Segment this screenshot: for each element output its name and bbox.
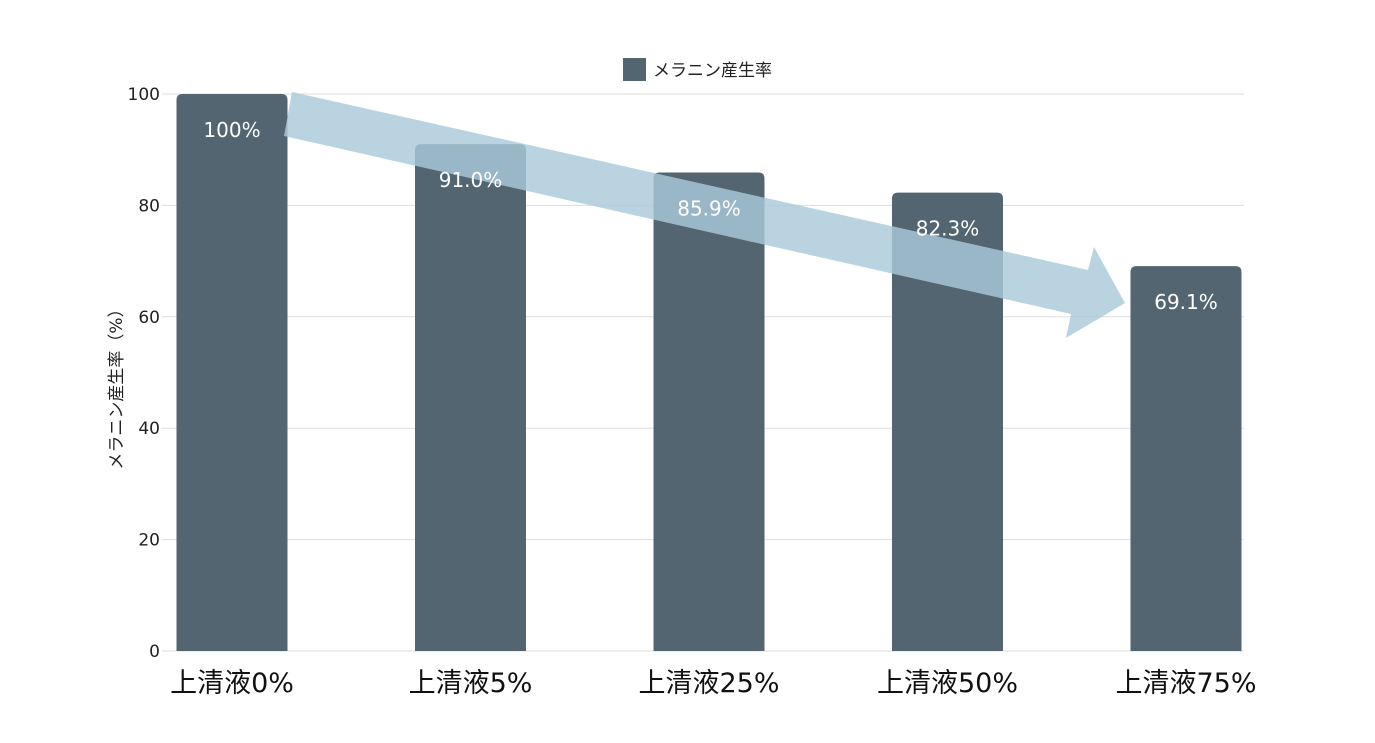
category-label: 上清液5%: [409, 668, 533, 699]
data-label: 69.1%: [1154, 290, 1218, 314]
y-axis-ticks: 0 20 40 60 80 100: [128, 85, 160, 662]
category-labels: 上清液0% 上清液5% 上清液25% 上清液50% 上清液75%: [170, 668, 1256, 699]
bar: [176, 94, 288, 651]
bar: [415, 144, 526, 651]
data-label: 82.3%: [916, 217, 980, 241]
bars: [176, 94, 1242, 652]
data-label: 100%: [203, 118, 260, 142]
data-label: 91.0%: [439, 168, 503, 192]
data-labels: 100% 91.0% 85.9% 82.3% 69.1%: [203, 118, 1217, 314]
bar: [1130, 266, 1242, 651]
y-tick-label: 60: [138, 308, 160, 328]
trend-arrow-annotation: [284, 92, 1125, 338]
bar: [892, 192, 1003, 652]
legend-label: メラニン産生率: [653, 61, 772, 81]
legend-swatch: [623, 58, 646, 81]
y-tick-label: 80: [138, 196, 160, 216]
y-tick-label: 20: [138, 531, 160, 551]
category-label: 上清液0%: [170, 668, 294, 699]
category-label: 上清液75%: [1115, 668, 1256, 699]
y-tick-label: 40: [138, 419, 160, 439]
y-tick-label: 100: [128, 85, 160, 105]
category-label: 上清液50%: [877, 668, 1018, 699]
category-label: 上清液25%: [638, 668, 779, 699]
y-axis-label: メラニン産生率（%）: [107, 300, 127, 469]
y-tick-label: 0: [149, 642, 160, 662]
bar: [653, 172, 765, 652]
data-label: 85.9%: [677, 197, 741, 221]
legend: メラニン産生率: [623, 58, 772, 81]
